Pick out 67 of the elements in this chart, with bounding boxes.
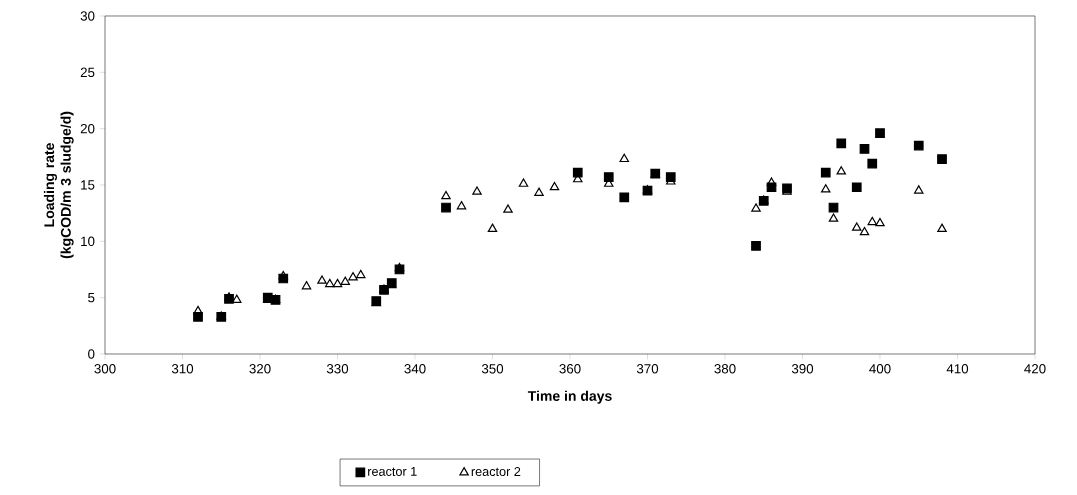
point [472, 186, 482, 195]
point [317, 275, 327, 284]
x-tick-label: 330 [326, 364, 349, 374]
point [232, 294, 242, 303]
point [828, 213, 839, 222]
y-tick-label: 25 [80, 67, 95, 78]
point [572, 167, 583, 178]
point [503, 204, 513, 213]
point [875, 217, 885, 227]
x-tick-label: 370 [636, 364, 659, 374]
x-tick-label: 320 [249, 364, 271, 374]
point [913, 140, 924, 151]
point [851, 182, 862, 193]
y-tick-label: 0 [88, 349, 95, 359]
point [348, 271, 358, 281]
point [356, 269, 366, 279]
point [325, 278, 335, 288]
y-tick-label: 15 [81, 180, 95, 190]
point [836, 138, 847, 149]
point [441, 190, 451, 200]
point [534, 187, 544, 196]
point [914, 185, 924, 194]
y-axis-title: Loading rate (kgCOD/m 3 sludge/d) [43, 111, 74, 259]
point [937, 223, 947, 232]
point [859, 226, 870, 236]
point [751, 203, 761, 212]
point [487, 223, 498, 232]
x-tick-label: 400 [869, 364, 891, 374]
x-axis-title: Time in days [527, 390, 612, 404]
legend-label: reactor 1 [368, 467, 417, 476]
point [875, 128, 885, 139]
point [836, 166, 847, 175]
x-tick-label: 360 [559, 364, 581, 374]
point [518, 178, 529, 187]
y-tick-label: 10 [81, 236, 95, 247]
point [619, 153, 630, 163]
point [751, 240, 761, 251]
point [603, 172, 614, 182]
point [820, 167, 831, 178]
point [821, 184, 831, 193]
y-tick-label: 30 [80, 11, 95, 21]
y-tick-label: 20 [80, 123, 95, 134]
point [619, 192, 630, 203]
point [278, 270, 289, 280]
x-tick-label: 380 [714, 364, 736, 374]
point [549, 181, 560, 191]
point [340, 276, 351, 285]
x-tick-label: 390 [791, 364, 814, 374]
point [766, 177, 777, 186]
point [937, 154, 947, 164]
x-tick-label: 300 [94, 364, 116, 374]
x-tick-label: 410 [946, 364, 969, 374]
point [193, 305, 203, 315]
point [859, 144, 870, 154]
point [441, 202, 451, 213]
x-tick-label: 420 [1024, 364, 1046, 374]
point [456, 201, 467, 210]
legend-label: reactor 2 [471, 467, 521, 476]
x-tick-label: 310 [171, 364, 194, 374]
point [867, 216, 878, 226]
point [852, 222, 862, 231]
x-tick-label: 340 [404, 364, 426, 374]
point [332, 278, 343, 288]
point [301, 280, 312, 290]
x-tick-label: 350 [481, 364, 504, 374]
point [867, 158, 878, 169]
y-tick-label: 5 [88, 293, 95, 303]
